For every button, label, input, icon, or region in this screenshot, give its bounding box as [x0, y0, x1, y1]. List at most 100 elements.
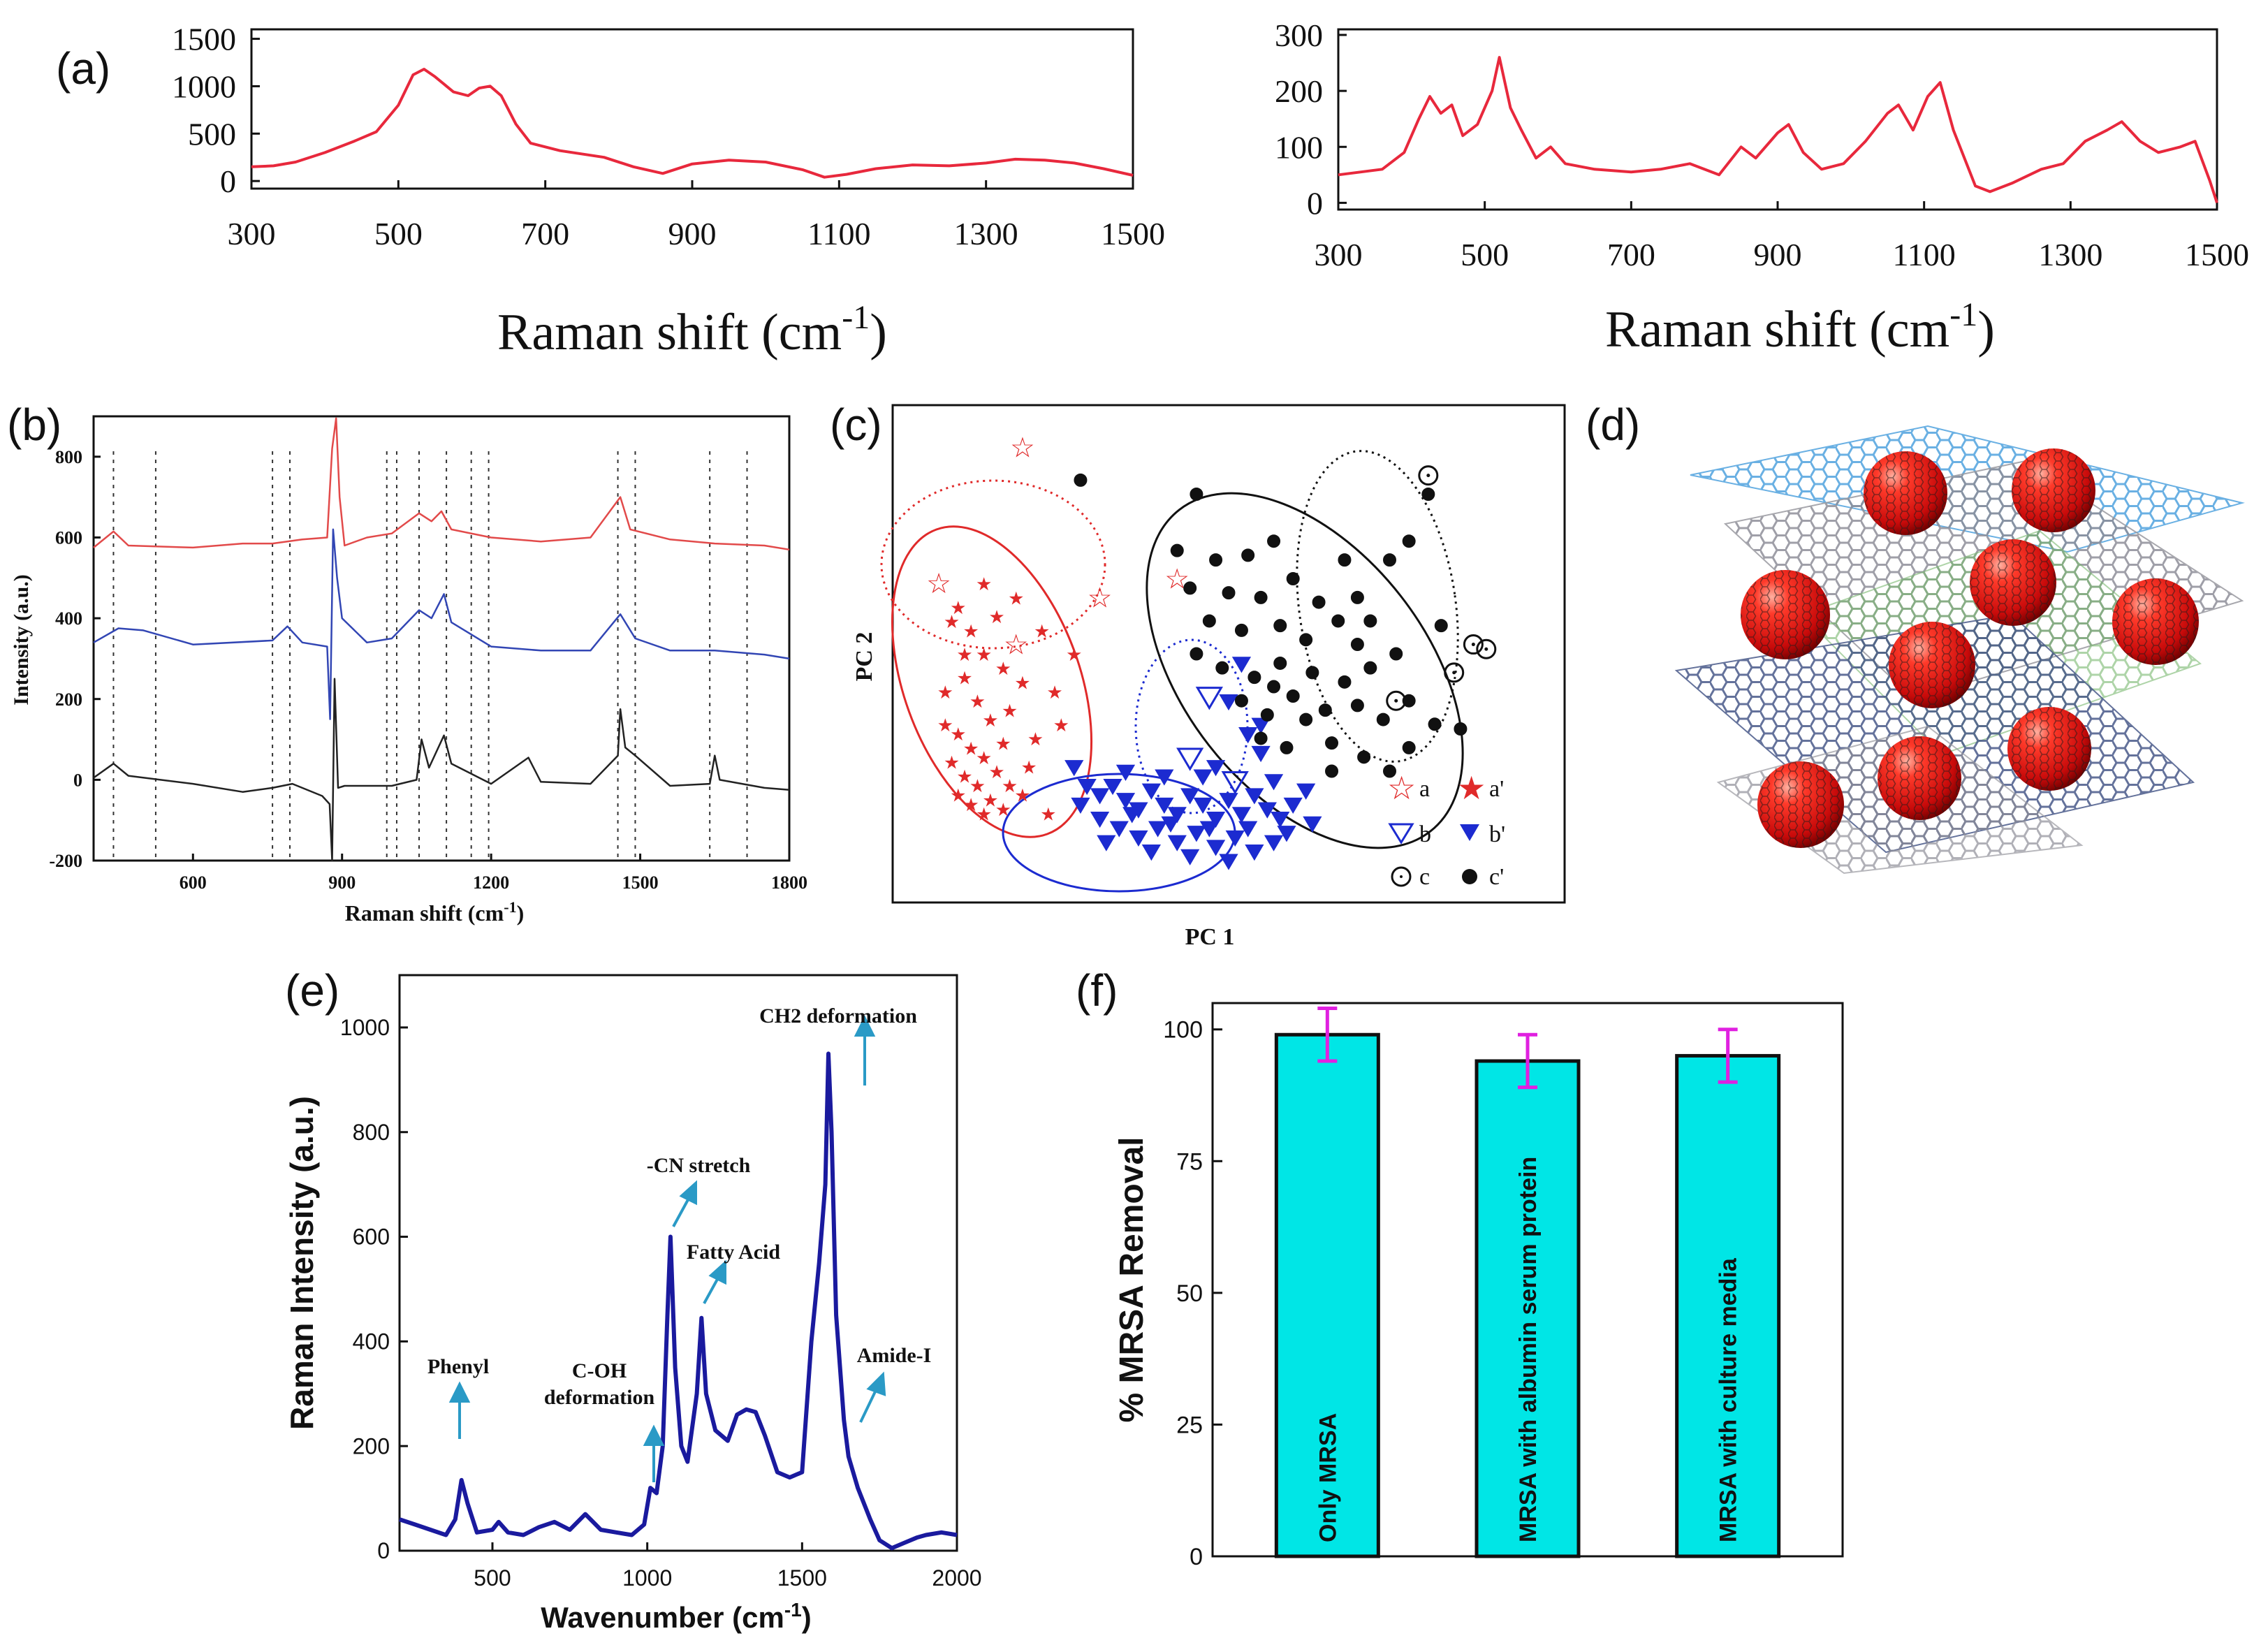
point-b' — [1219, 793, 1238, 810]
point-b' — [1251, 717, 1271, 734]
bar-label-3: MRSA with culture media — [1715, 1257, 1742, 1542]
point-b' — [1206, 760, 1226, 777]
y-tick-label: 600 — [55, 528, 82, 548]
point-b' — [1264, 774, 1284, 791]
y-tick-label: -200 — [49, 851, 82, 871]
point-a': ★ — [969, 776, 986, 797]
point-a': ★ — [995, 659, 1011, 680]
x-tick-label: 1800 — [771, 872, 807, 893]
legend-marker-a-prime: ★ — [1457, 770, 1486, 806]
point-c' — [1234, 694, 1248, 708]
point-a': ★ — [956, 645, 972, 666]
x-axis-ticks: 300 500 700 900 1100 1300 1500 — [1315, 201, 2249, 272]
legend-marker-b — [1388, 823, 1414, 845]
bar-1 — [1274, 1032, 1380, 1558]
y-tick-label: 25 — [1176, 1412, 1203, 1438]
point-b' — [1264, 835, 1284, 851]
x-axis-ticks: 500 1000 1500 2000 — [474, 1542, 982, 1591]
x-tick-label: 1500 — [2185, 237, 2249, 272]
point-c' — [1357, 750, 1371, 764]
bar-layer: Only MRSA MRSA with albumin serum protein… — [1274, 1007, 1781, 1558]
x-axis-ticks: 300 500 700 900 1100 1300 1500 — [228, 180, 1165, 251]
panel-label-b: (b) — [7, 400, 61, 450]
point-a': ★ — [988, 762, 1004, 783]
point-b' — [1251, 745, 1271, 763]
point-b' — [1090, 812, 1110, 828]
plot-frame — [1337, 28, 2218, 211]
point-b' — [1129, 830, 1148, 847]
nanoparticle-mesh — [2007, 707, 2091, 791]
x-tick-label: 300 — [1315, 237, 1363, 272]
point-c' — [1338, 553, 1352, 567]
nanoparticle-mesh — [2012, 448, 2095, 532]
point-a': ★ — [1053, 715, 1069, 736]
arrow-cn — [672, 1195, 692, 1227]
point-b' — [1155, 797, 1174, 814]
point-a': ★ — [950, 724, 966, 745]
point-b' — [1245, 845, 1264, 861]
point-b' — [1180, 849, 1200, 865]
point-c' — [1363, 661, 1377, 675]
bar-label-2: MRSA with albumin serum protein — [1515, 1157, 1542, 1542]
legend: ☆ a ★ a' b b' c c' — [1387, 770, 1505, 890]
annotation-coh-line2: deformation — [544, 1386, 655, 1409]
point-c' — [1273, 619, 1287, 633]
x-tick-label: 300 — [228, 216, 276, 251]
point-a': ★ — [976, 804, 992, 825]
point-c' — [1074, 473, 1088, 487]
nanoparticle-mesh — [2112, 578, 2199, 665]
arrow-amide — [859, 1387, 879, 1423]
point-b' — [1245, 788, 1264, 805]
point-a': ★ — [1002, 701, 1018, 722]
series-line-spectrum — [251, 68, 1134, 179]
point-b' — [1115, 764, 1136, 781]
x-tick-label: 2000 — [932, 1565, 981, 1591]
arrowhead-fatty — [708, 1259, 726, 1285]
point-c' — [1350, 699, 1364, 712]
point-c' — [1190, 488, 1203, 502]
point-c' — [1421, 488, 1435, 502]
point-a': ★ — [944, 612, 960, 633]
point-b' — [1115, 793, 1136, 810]
x-tick-label: 900 — [328, 872, 356, 893]
y-axis-ticks: -200 0 200 400 600 800 — [49, 447, 101, 871]
point-a': ★ — [976, 645, 992, 666]
axis-label-x-b: Raman shift (cm-1) — [345, 898, 525, 926]
point-c' — [1331, 614, 1345, 628]
nanoparticle-mesh — [1878, 736, 1961, 820]
point-center-c — [1394, 699, 1398, 703]
y-tick-label: 500 — [188, 116, 236, 152]
point-a': ★ — [963, 795, 979, 816]
point-c' — [1350, 638, 1364, 652]
point-b' — [1296, 783, 1316, 800]
y-axis-ticks: 0 100 200 300 — [1275, 17, 1347, 221]
point-c' — [1350, 590, 1364, 604]
point-c — [1444, 662, 1465, 683]
point-a': ★ — [1014, 786, 1030, 807]
point-center-c — [1426, 474, 1430, 478]
x-tick-label: 500 — [374, 216, 423, 251]
x-tick-label: 1300 — [954, 216, 1018, 251]
point-b' — [1303, 816, 1322, 833]
arrow-fatty — [703, 1275, 721, 1304]
plot-frame — [398, 974, 958, 1552]
point-a': ★ — [982, 790, 998, 811]
point-b' — [1193, 769, 1213, 786]
annotation-cn: -CN stretch — [647, 1154, 751, 1177]
axis-label-x-a-left: Raman shift (cm-1) — [497, 299, 887, 361]
point-c' — [1222, 586, 1236, 600]
x-tick-label: 900 — [1754, 237, 1802, 272]
panel-c-chart: ☆☆ ☆☆☆★★★★★ ★★ ★★★★★★★★★★★★★★★ ★★★★★★★★★★★★★… — [880, 404, 1566, 904]
point-a: ☆ — [1088, 582, 1113, 614]
reference-lines — [112, 451, 748, 861]
panel-label-a: (a) — [56, 43, 110, 94]
point-a': ★ — [988, 607, 1004, 628]
y-tick-label: 1000 — [340, 1015, 390, 1040]
point-c — [1463, 634, 1484, 655]
legend-label-c-prime: c' — [1489, 864, 1504, 890]
y-tick-label: 0 — [377, 1538, 390, 1563]
y-tick-label: 100 — [1275, 129, 1323, 165]
point-c' — [1312, 595, 1326, 609]
bar-2 — [1475, 1059, 1581, 1558]
legend-label-c: c — [1419, 864, 1430, 890]
